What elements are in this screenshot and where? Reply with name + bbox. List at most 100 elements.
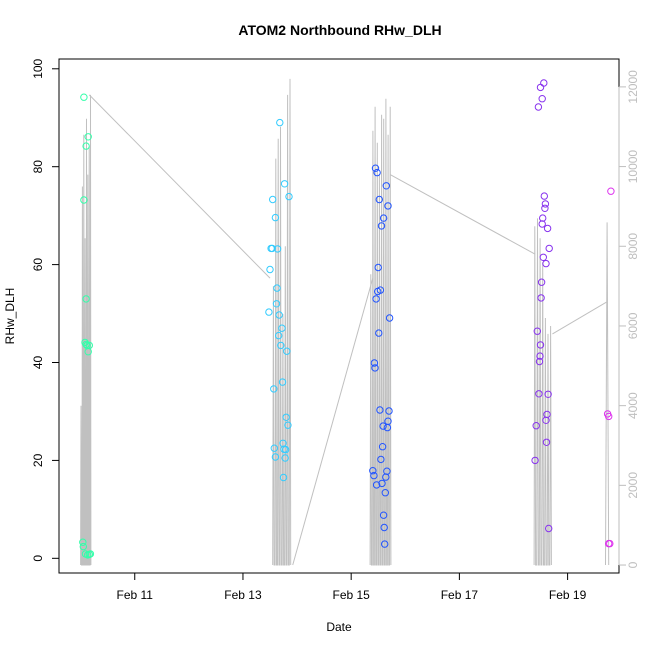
secondary-burst-2: [369, 98, 392, 566]
data-point: [375, 195, 383, 204]
data-point: [377, 222, 386, 230]
x-tick-label: Feb 13: [224, 588, 262, 602]
data-point: [382, 182, 390, 190]
data-point: [369, 467, 377, 475]
data-point: [532, 422, 540, 430]
data-point: [541, 204, 549, 213]
data-point: [272, 300, 281, 308]
data-point: [385, 314, 394, 322]
secondary-connector: [292, 278, 374, 566]
y-tick-label: 0: [31, 555, 45, 562]
data-point: [379, 214, 388, 222]
y-tick-label: 20: [31, 453, 45, 467]
data-point: [372, 295, 380, 303]
data-point: [271, 453, 280, 461]
data-point: [531, 456, 539, 465]
data-point: [270, 444, 278, 452]
data-point: [85, 341, 94, 350]
data-point: [538, 95, 546, 103]
data-point: [542, 259, 550, 268]
data-point: [82, 295, 90, 303]
y-tick-label: 80: [31, 160, 45, 174]
data-point: [542, 438, 551, 446]
data-point: [539, 214, 547, 222]
data-point: [377, 455, 385, 464]
secondary-connector: [389, 174, 536, 255]
data-point: [539, 253, 547, 261]
y2-tick-label: 0: [626, 561, 640, 568]
y-tick-label: 100: [31, 58, 45, 78]
data-point: [80, 196, 88, 204]
data-point: [545, 524, 553, 533]
x-tick-label: Feb 11: [117, 588, 154, 602]
data-point: [378, 479, 386, 488]
data-point: [540, 192, 548, 200]
data-point: [537, 278, 546, 286]
data-point: [374, 263, 382, 272]
y-tick-label: 40: [31, 356, 45, 370]
data-point: [268, 244, 276, 253]
y-axis-label: RHw_DLH: [3, 288, 17, 345]
data-point: [379, 511, 388, 519]
data-point: [536, 83, 545, 92]
data-point: [84, 133, 92, 141]
data-point: [273, 284, 281, 292]
y2-tick-label: 6000: [626, 312, 640, 339]
data-point: [373, 168, 381, 177]
data-point: [607, 187, 615, 195]
y-tick-label: 60: [31, 258, 45, 272]
data-point: [278, 324, 286, 332]
data-point: [285, 192, 293, 201]
data-point: [370, 359, 379, 367]
data-point: [82, 142, 90, 150]
data-point: [277, 341, 285, 350]
data-point: [545, 244, 553, 253]
x-tick-label: Feb 15: [332, 588, 370, 602]
data-point: [385, 407, 393, 415]
y2-tick-label: 12000: [626, 70, 640, 104]
data-point: [376, 406, 384, 414]
data-point: [280, 180, 289, 188]
data-point: [275, 331, 283, 340]
data-point: [384, 202, 392, 210]
data-point: [276, 118, 284, 127]
data-point: [544, 390, 552, 398]
data-point: [282, 445, 290, 454]
y2-tick-label: 4000: [626, 392, 640, 419]
data-point: [536, 341, 545, 349]
y-axis-right: 0 2000 4000 6000 8000 10000 12000: [618, 70, 640, 568]
scatter-series: [79, 79, 615, 559]
secondary-connector: [88, 94, 271, 279]
secondary-burst-4: [605, 222, 610, 566]
data-point: [543, 224, 552, 233]
secondary-burst-0: [80, 94, 92, 566]
secondary-line-series: [80, 78, 610, 566]
data-point: [376, 286, 385, 294]
secondary-burst-1: [272, 78, 292, 566]
data-point: [378, 443, 387, 451]
data-point: [533, 327, 541, 335]
data-point: [371, 164, 380, 172]
data-point: [535, 357, 544, 366]
data-point: [281, 454, 289, 462]
data-point: [265, 308, 273, 316]
data-point: [82, 340, 90, 349]
y2-tick-label: 8000: [626, 233, 640, 260]
data-point: [541, 200, 550, 208]
data-point: [282, 413, 290, 421]
data-point: [279, 473, 288, 482]
x-axis-label: Date: [326, 620, 352, 634]
data-point: [79, 542, 88, 551]
data-point: [606, 539, 614, 548]
y-axis-left: 0 20 40 60 80 100: [31, 58, 60, 562]
y2-tick-label: 2000: [626, 472, 640, 499]
data-point: [275, 311, 283, 319]
data-point: [536, 352, 544, 360]
data-point: [273, 245, 282, 253]
data-point: [271, 213, 280, 222]
data-point: [380, 523, 388, 532]
x-tick-label: Feb 19: [549, 588, 587, 602]
data-point: [537, 294, 545, 302]
data-point: [284, 421, 292, 429]
data-point: [270, 385, 278, 393]
